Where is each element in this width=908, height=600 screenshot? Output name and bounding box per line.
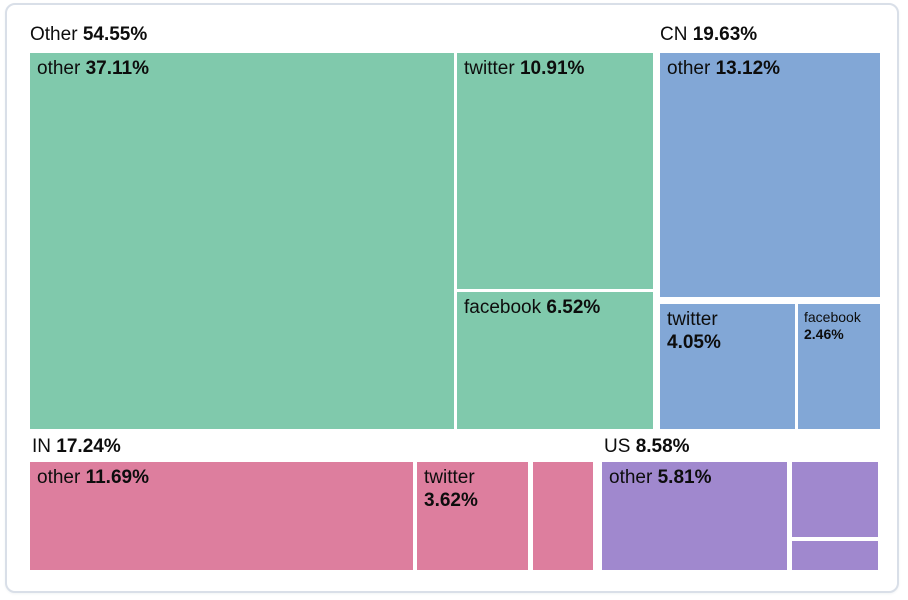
treemap-cell-in-unlabeled[interactable] [533,462,593,570]
treemap-cell-us-unlabeled-1[interactable] [792,462,878,537]
treemap-cell-cn-twitter[interactable]: twitter 4.05% [660,304,795,429]
group-name: Other [30,24,78,45]
cell-label: other 5.81% [609,467,712,488]
cell-label: other 37.11% [37,58,149,79]
treemap-cell-us-unlabeled-2[interactable] [792,541,878,570]
cell-label: facebook 2.46% [804,309,861,342]
cell-label: twitter 10.91% [464,58,585,79]
cell-label: other 11.69% [37,467,149,488]
group-name: CN [660,24,688,45]
cell-label: other 13.12% [667,58,781,79]
group-pct: 54.55% [82,24,148,45]
group-header-us: US 8.58% [604,436,690,458]
group-name: US [604,436,631,457]
group-header-cn: CN 19.63% [660,24,757,46]
cell-label: facebook 6.52% [464,297,601,318]
group-pct: 17.24% [56,436,121,457]
treemap-cell-cn-facebook[interactable]: facebook 2.46% [798,304,880,429]
treemap-cell-cn-other[interactable]: other 13.12% [660,53,880,297]
treemap-cell-in-twitter[interactable]: twitter 3.62% [417,462,528,570]
group-pct: 19.63% [692,24,758,45]
treemap-cell-in-other[interactable]: other 11.69% [30,462,413,570]
group-pct: 8.58% [635,436,690,457]
treemap-cell-other-facebook[interactable]: facebook 6.52% [457,292,653,429]
cell-label: twitter 4.05% [667,309,721,353]
treemap-cell-other-twitter[interactable]: twitter 10.91% [457,53,653,289]
group-header-other: Other 54.55% [30,24,147,46]
cell-label: twitter 3.62% [424,467,478,511]
group-name: IN [32,436,51,457]
group-header-in: IN 17.24% [32,436,121,458]
treemap-cell-other-other[interactable]: other 37.11% [30,53,454,429]
treemap-cell-us-other[interactable]: other 5.81% [602,462,787,570]
